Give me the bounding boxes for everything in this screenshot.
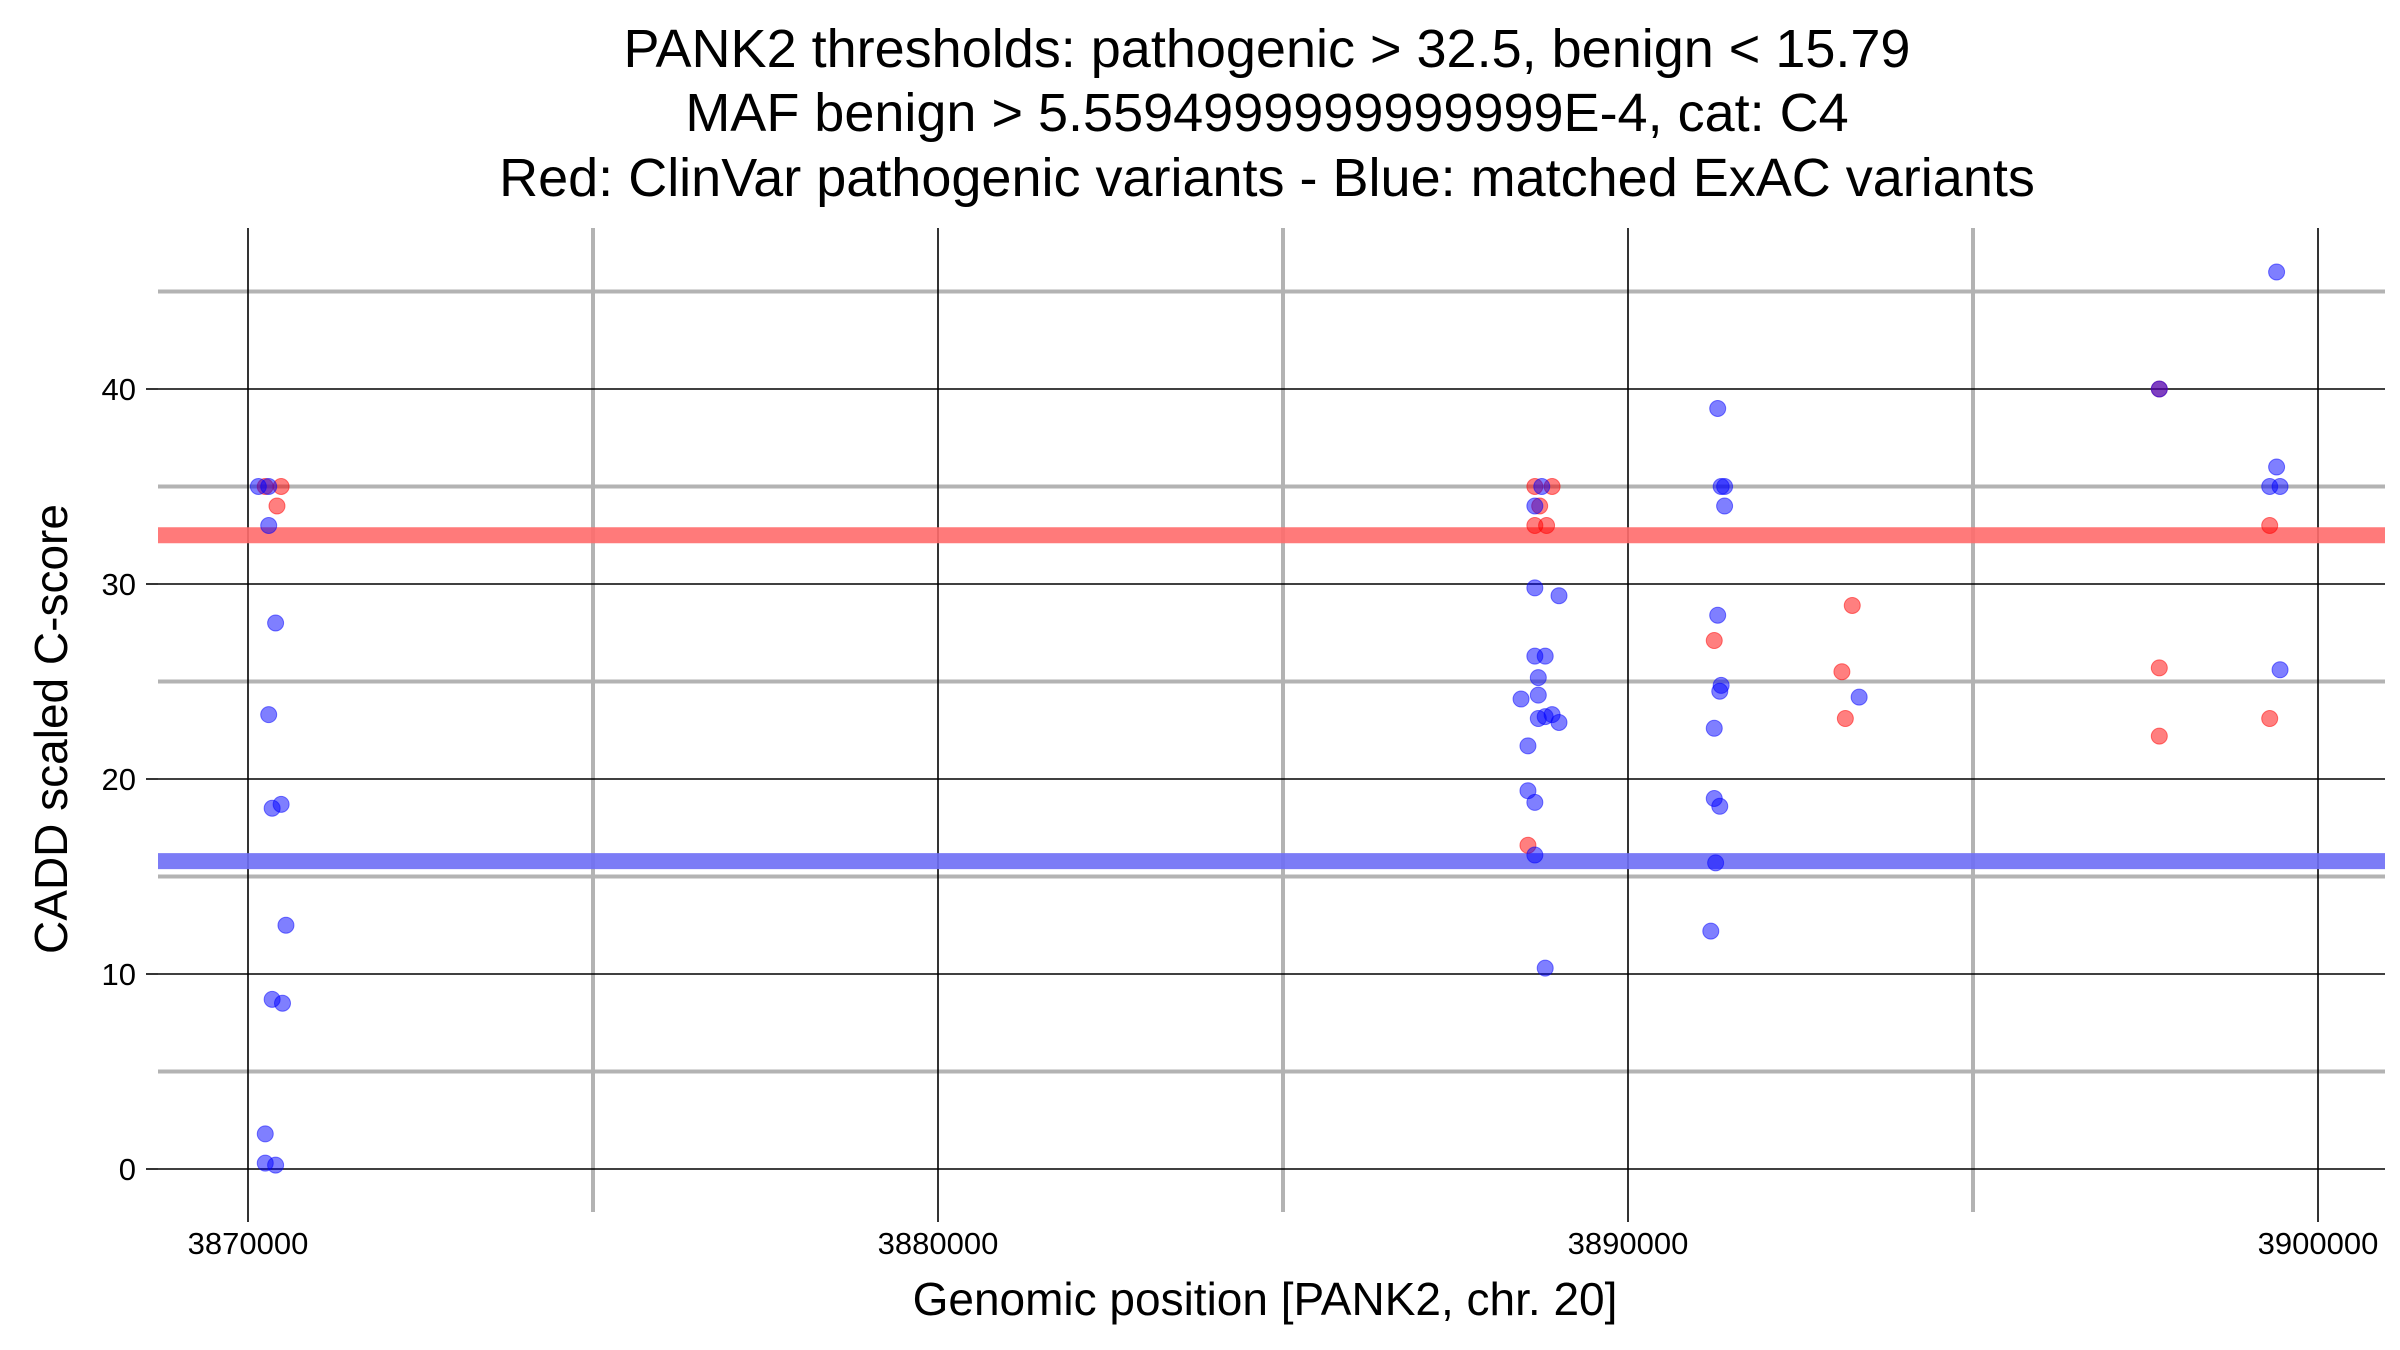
x-axis-title: Genomic position [PANK2, chr. 20] [913,1273,1618,1325]
exac-point [1550,713,1568,731]
exac-point [2271,478,2289,495]
exac-point [1716,497,1734,515]
exac-point [1709,606,1727,624]
clinvar-point [2150,659,2168,677]
exac-point [1850,688,1868,706]
clinvar-point [2261,710,2279,728]
exac-point [1536,959,1554,977]
x-tick-label: 3870000 [188,1226,309,1261]
exac-point [1526,579,1544,597]
clinvar-point [2261,517,2279,534]
clinvar-point [1843,596,1861,614]
y-tick-label: 40 [102,372,136,407]
exac-point [2271,661,2289,679]
exac-point [2268,458,2286,476]
ticks-layer: 3870000 3880000 3890000 3900000 0 10 20 30 40 [102,372,2379,1261]
grid-layer [158,228,2385,1212]
exac-point [1529,686,1547,704]
exac-point [274,994,291,1012]
exac-point [1519,737,1537,755]
y-tick-label: 0 [119,1152,136,1187]
chart-title-line-2: MAF benign > 5.5594999999999999E-4, cat:… [685,83,1848,143]
exac-point [1526,846,1544,864]
exac-point [1711,682,1729,700]
points-layer [249,263,2289,1174]
clinvar-point [2150,727,2168,745]
threshold-layer [158,527,2385,870]
clinvar-point [1833,663,1851,681]
clinvar-point [1836,710,1854,728]
exac-point [2150,380,2168,398]
exac-point [1550,587,1568,605]
exac-point [260,478,278,495]
y-tick-label: 10 [102,957,136,992]
exac-point [1512,690,1530,708]
exac-point [272,795,290,813]
exac-point [260,706,278,724]
x-tick-label: 3900000 [2258,1226,2379,1261]
x-tick-label: 3890000 [1568,1226,1689,1261]
y-tick-label: 20 [102,762,136,797]
exac-point [2268,263,2286,281]
exac-point [1536,647,1554,665]
exac-point [256,1125,274,1143]
exac-point [1711,797,1729,815]
exac-point [1533,478,1551,495]
exac-point [1526,793,1544,811]
exac-point [267,614,285,632]
x-tick-label: 3880000 [878,1226,999,1261]
exac-point [1716,478,1734,495]
clinvar-point [1705,632,1723,650]
exac-point [260,517,278,534]
exac-point [1529,669,1547,687]
chart-title-line-3: Red: ClinVar pathogenic variants - Blue:… [499,148,2035,208]
y-tick-label: 30 [102,567,136,602]
exac-point [1707,854,1725,872]
exac-point [1705,719,1723,737]
exac-point [1709,400,1727,417]
clinvar-point [268,497,286,515]
exac-point [267,1156,285,1174]
exac-point [1526,497,1544,515]
y-axis-title: CADD scaled C-score [25,504,77,954]
chart-title-line-1: PANK2 thresholds: pathogenic > 32.5, ben… [624,19,1911,79]
exac-point [1702,922,1720,940]
clinvar-point [1538,517,1556,534]
exac-point [277,916,295,934]
